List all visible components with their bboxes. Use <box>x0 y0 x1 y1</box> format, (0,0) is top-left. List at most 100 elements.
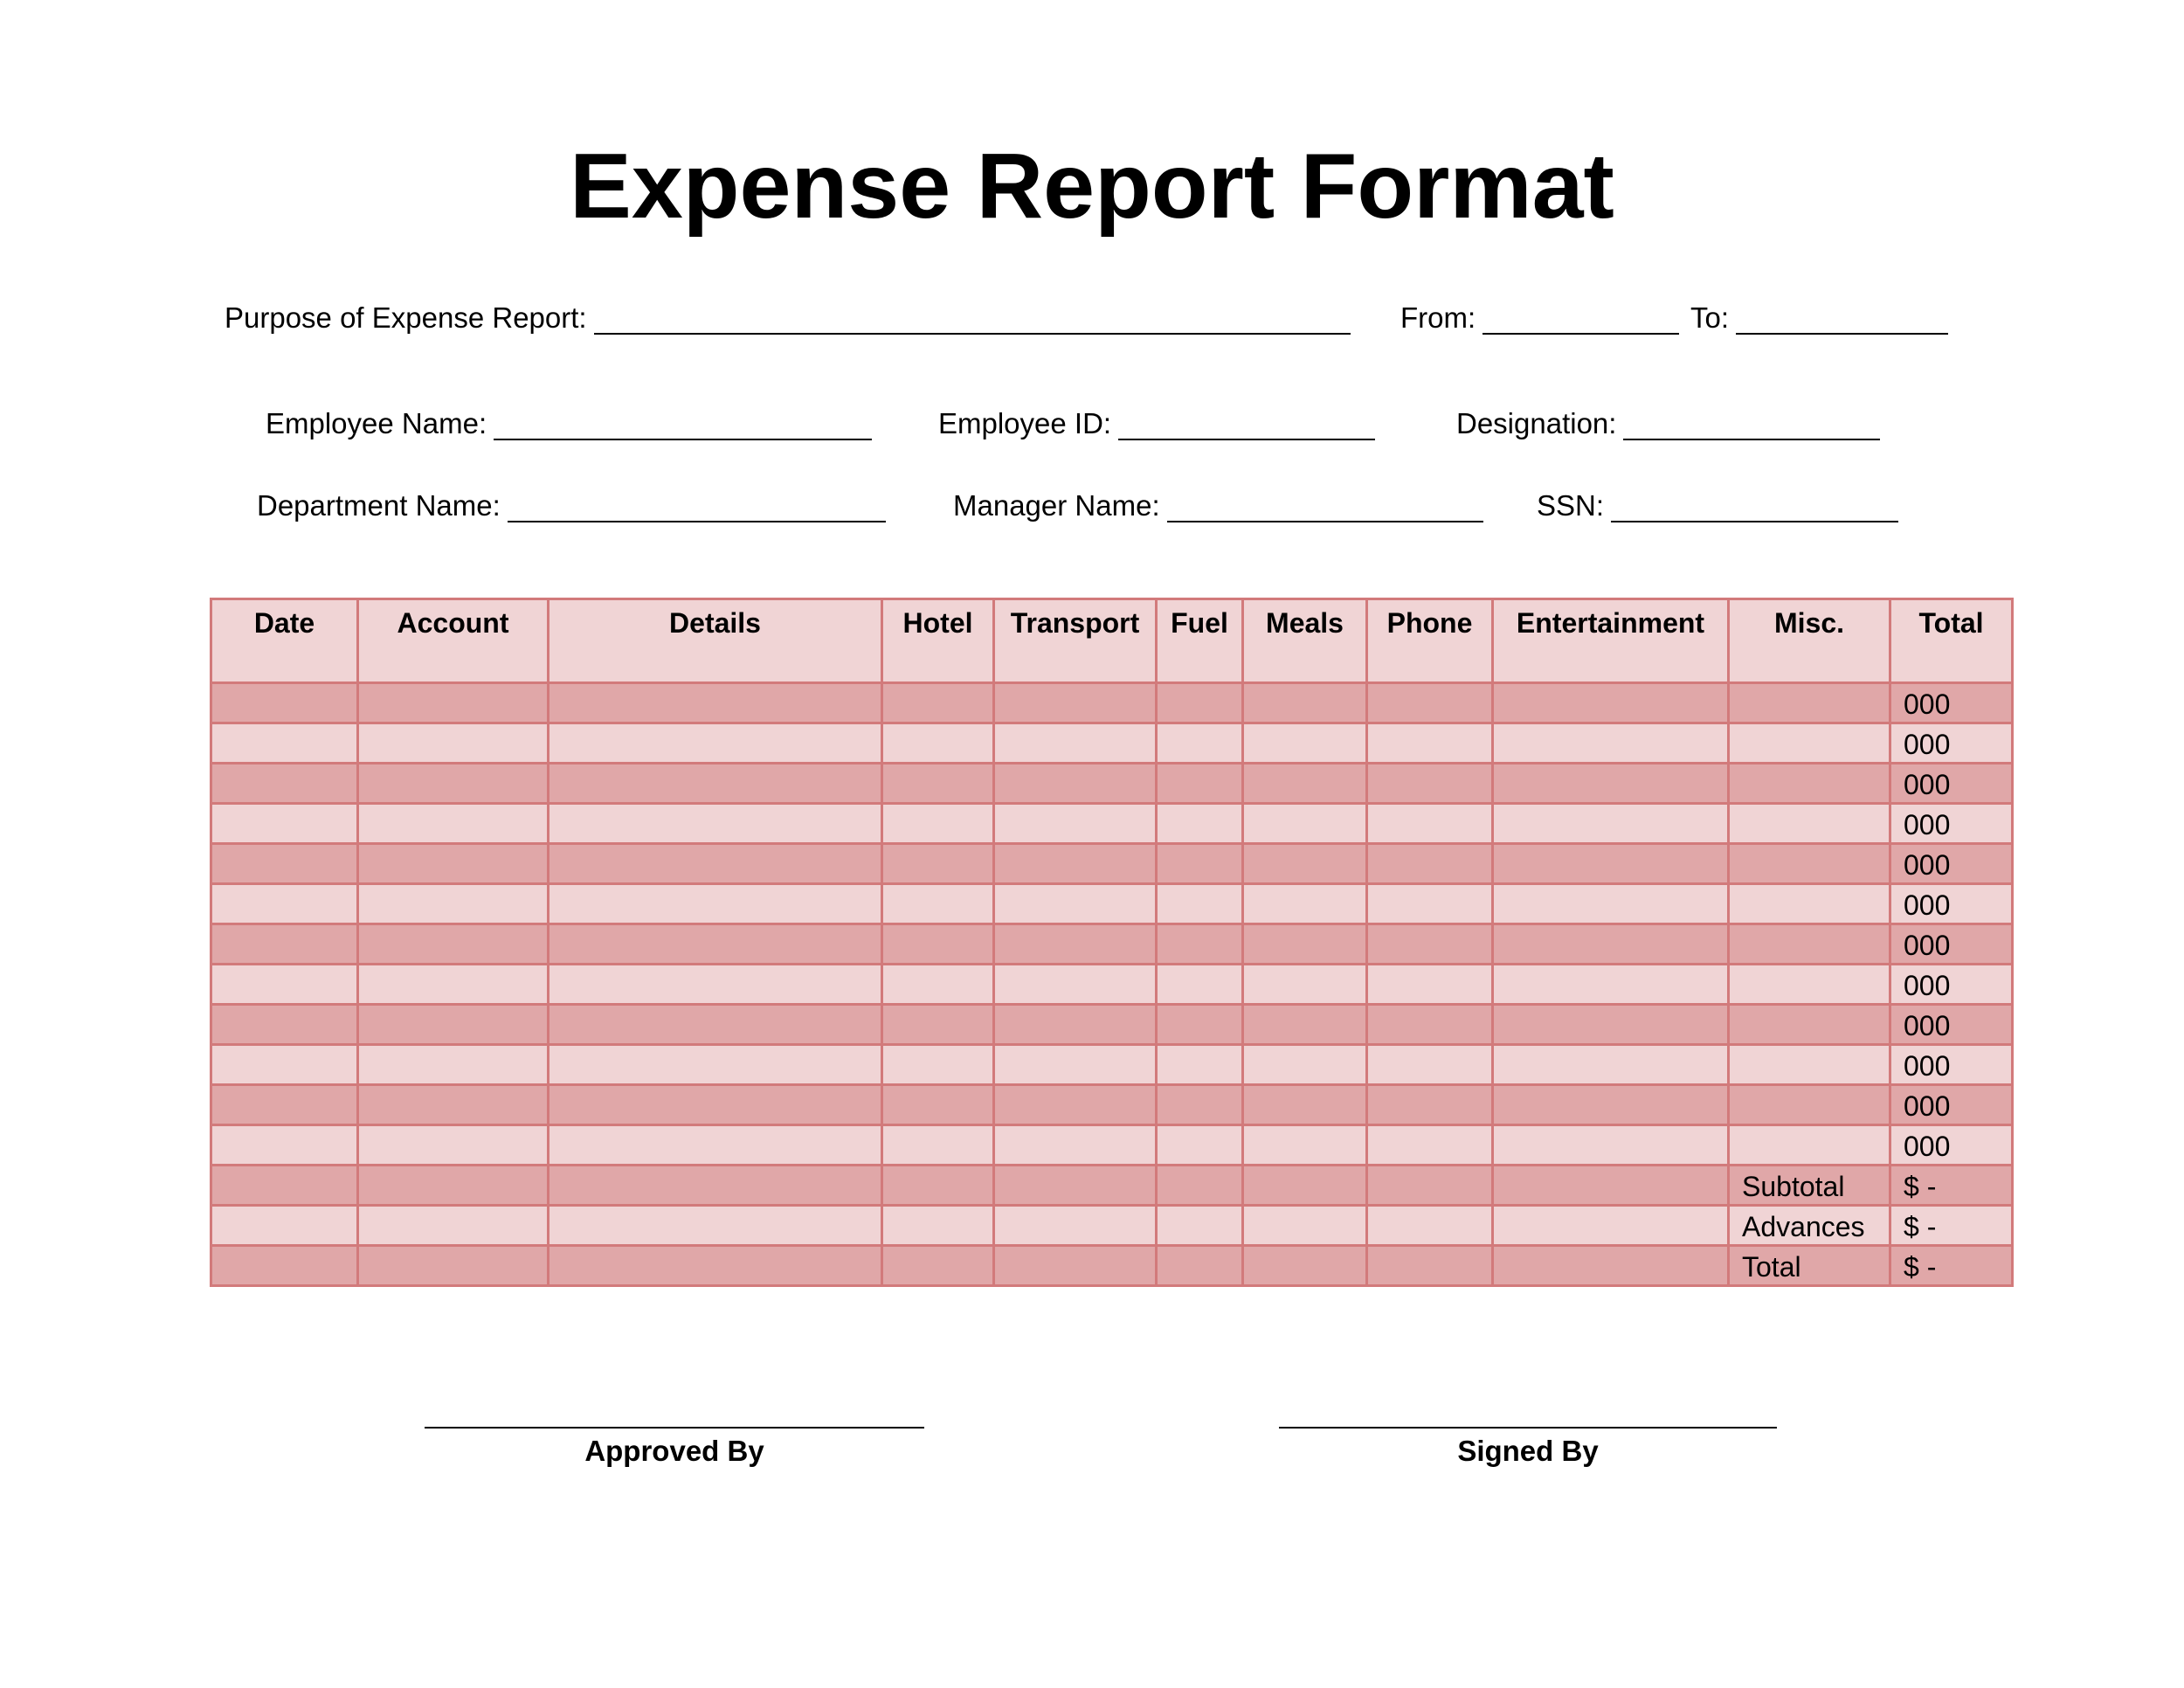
table-cell[interactable] <box>1727 1043 1891 1086</box>
table-cell[interactable] <box>1241 963 1368 1006</box>
table-cell[interactable] <box>1365 802 1494 845</box>
table-cell[interactable] <box>1491 1244 1730 1287</box>
designation-input-line[interactable] <box>1623 411 1881 440</box>
table-cell[interactable] <box>1727 963 1891 1006</box>
table-cell[interactable] <box>1155 802 1244 845</box>
table-cell[interactable] <box>992 762 1158 805</box>
table-cell[interactable] <box>547 681 883 724</box>
table-cell[interactable] <box>881 963 995 1006</box>
table-cell[interactable] <box>547 802 883 845</box>
table-cell[interactable] <box>210 1083 359 1126</box>
table-cell[interactable] <box>881 842 995 885</box>
table-cell[interactable] <box>1491 1043 1730 1086</box>
table-cell[interactable] <box>992 802 1158 845</box>
table-cell[interactable] <box>881 681 995 724</box>
table-cell[interactable] <box>356 762 549 805</box>
table-cell[interactable] <box>547 923 883 965</box>
table-cell[interactable] <box>1155 1244 1244 1287</box>
row-total-cell[interactable]: 000 <box>1889 762 2014 805</box>
table-cell[interactable] <box>210 963 359 1006</box>
table-cell[interactable] <box>1155 681 1244 724</box>
approved-by-line[interactable] <box>425 1427 924 1429</box>
table-cell[interactable] <box>1241 1003 1368 1046</box>
table-cell[interactable] <box>992 1204 1158 1247</box>
table-cell[interactable] <box>1491 882 1730 925</box>
department-name-field[interactable]: Department Name: <box>257 488 886 522</box>
table-cell[interactable] <box>1155 1003 1244 1046</box>
table-cell[interactable] <box>547 1244 883 1287</box>
table-cell[interactable] <box>1491 923 1730 965</box>
row-total-cell[interactable]: 000 <box>1889 842 2014 885</box>
table-cell[interactable] <box>1727 681 1891 724</box>
table-cell[interactable] <box>1727 923 1891 965</box>
table-cell[interactable] <box>1155 923 1244 965</box>
ssn-field[interactable]: SSN: <box>1537 488 1899 522</box>
table-cell[interactable] <box>1491 842 1730 885</box>
table-cell[interactable] <box>992 963 1158 1006</box>
table-cell[interactable] <box>1727 802 1891 845</box>
table-cell[interactable] <box>1365 1124 1494 1166</box>
table-cell[interactable] <box>1241 681 1368 724</box>
table-cell[interactable] <box>210 882 359 925</box>
table-cell[interactable] <box>547 1043 883 1086</box>
table-cell[interactable] <box>1365 1043 1494 1086</box>
table-cell[interactable] <box>1155 1083 1244 1126</box>
table-cell[interactable] <box>992 1043 1158 1086</box>
table-cell[interactable] <box>1155 963 1244 1006</box>
table-cell[interactable] <box>356 1003 549 1046</box>
table-cell[interactable] <box>992 1083 1158 1126</box>
table-cell[interactable] <box>356 802 549 845</box>
table-cell[interactable] <box>210 1164 359 1207</box>
table-cell[interactable] <box>1365 762 1494 805</box>
table-cell[interactable] <box>547 1204 883 1247</box>
table-cell[interactable] <box>547 762 883 805</box>
manager-name-field[interactable]: Manager Name: <box>953 488 1483 522</box>
table-cell[interactable] <box>1491 1204 1730 1247</box>
table-cell[interactable] <box>881 923 995 965</box>
table-cell[interactable] <box>1155 722 1244 764</box>
table-cell[interactable] <box>992 1124 1158 1166</box>
table-cell[interactable] <box>356 923 549 965</box>
table-cell[interactable] <box>356 722 549 764</box>
table-cell[interactable] <box>1155 882 1244 925</box>
table-cell[interactable] <box>992 1244 1158 1287</box>
table-cell[interactable] <box>1727 762 1891 805</box>
table-cell[interactable] <box>210 1124 359 1166</box>
table-cell[interactable] <box>356 1043 549 1086</box>
table-cell[interactable] <box>356 681 549 724</box>
row-total-cell[interactable]: 000 <box>1889 722 2014 764</box>
table-cell[interactable] <box>1365 722 1494 764</box>
table-cell[interactable] <box>210 1003 359 1046</box>
from-field[interactable]: From: <box>1400 300 1680 335</box>
row-total-cell[interactable]: 000 <box>1889 1083 2014 1126</box>
summary-value[interactable]: $ - <box>1889 1164 2014 1207</box>
table-cell[interactable] <box>992 722 1158 764</box>
table-cell[interactable] <box>1491 681 1730 724</box>
table-cell[interactable] <box>1155 762 1244 805</box>
table-cell[interactable] <box>1727 1124 1891 1166</box>
table-cell[interactable] <box>1155 842 1244 885</box>
table-cell[interactable] <box>1491 802 1730 845</box>
table-cell[interactable] <box>1365 882 1494 925</box>
table-cell[interactable] <box>210 1244 359 1287</box>
employee-name-input-line[interactable] <box>494 411 873 440</box>
from-input-line[interactable] <box>1482 305 1680 335</box>
table-cell[interactable] <box>547 842 883 885</box>
table-cell[interactable] <box>881 1244 995 1287</box>
manager-name-input-line[interactable] <box>1166 493 1483 522</box>
table-cell[interactable] <box>881 1204 995 1247</box>
table-cell[interactable] <box>992 842 1158 885</box>
table-cell[interactable] <box>1727 1083 1891 1126</box>
table-cell[interactable] <box>992 681 1158 724</box>
row-total-cell[interactable]: 000 <box>1889 802 2014 845</box>
purpose-input-line[interactable] <box>593 305 1351 335</box>
table-cell[interactable] <box>547 1083 883 1126</box>
table-cell[interactable] <box>210 762 359 805</box>
table-cell[interactable] <box>1491 963 1730 1006</box>
table-cell[interactable] <box>1491 1124 1730 1166</box>
table-cell[interactable] <box>1365 1204 1494 1247</box>
table-cell[interactable] <box>210 1043 359 1086</box>
table-cell[interactable] <box>1365 1164 1494 1207</box>
table-cell[interactable] <box>210 681 359 724</box>
table-cell[interactable] <box>547 963 883 1006</box>
